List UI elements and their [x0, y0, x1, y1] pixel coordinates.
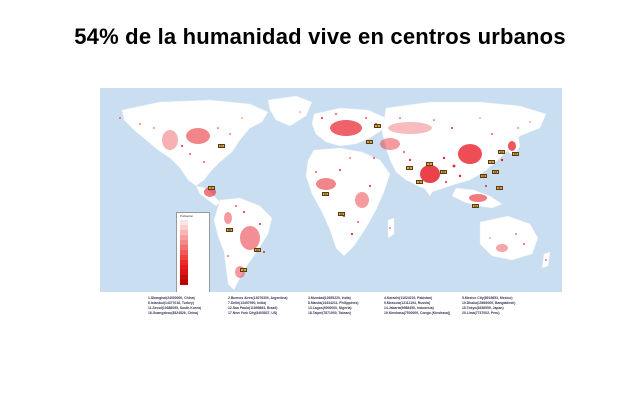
legend-swatch-5 — [180, 240, 188, 245]
city-entry: 17.New York City(8405837, US) — [228, 311, 278, 315]
density-australia-coast — [496, 244, 508, 252]
city-tag-lagos: 13 — [322, 192, 329, 196]
city-entry: 11.Seoul(10388055, South Korea) — [148, 306, 202, 310]
city-tag-delhi: 7 — [426, 162, 433, 166]
density-middle-east — [380, 138, 400, 150]
density-india — [420, 165, 440, 183]
city-tag-lima: 20 — [226, 228, 233, 232]
city-entry: 20.Lima(7737002, Peru) — [462, 311, 500, 315]
city-entry: 4.Karachi(11624219, Pakistan) — [384, 296, 433, 300]
city-tag-mexico-city: 5 — [208, 186, 215, 190]
legend-swatch-8 — [180, 255, 188, 260]
legend-swatch-6 — [180, 245, 188, 250]
legend-swatch-12 — [180, 275, 188, 280]
city-tag-sao-paulo: 12 — [254, 248, 261, 252]
city-entry: 19.Kinshasa(7500000, Congo (Kinshasa)) — [384, 311, 451, 315]
city-entry: 3.Mumbai(12655220, India) — [308, 296, 351, 300]
city-tag-dhaka: 10 — [440, 170, 447, 174]
city-entry: 16.Guangzhou(8524826, China) — [148, 311, 199, 315]
world-map-graphic — [100, 88, 562, 316]
density-europe — [330, 120, 362, 136]
legend-swatch-2 — [180, 225, 188, 230]
city-tag-shanghai: 1 — [488, 160, 495, 164]
density-east-africa — [355, 192, 369, 208]
city-tag-mumbai: 3 — [416, 180, 423, 184]
city-tag-manila: 8 — [496, 186, 503, 190]
city-tag-guangzhou: 16 — [480, 174, 487, 178]
city-tag-tokyo: 15 — [512, 152, 519, 156]
city-entry: 9.Moscow(12111194, Russia) — [384, 301, 430, 305]
legend-swatch-11 — [180, 270, 188, 275]
legend-swatch-3 — [180, 230, 188, 235]
density-western-us — [162, 130, 178, 150]
population-density — [119, 111, 547, 278]
city-tag-taipei: 18 — [492, 170, 499, 174]
city-entry: 13.Lagos(9000000, Nigeria) — [308, 306, 352, 310]
city-entry: 5.Mexico City(8918653, Mexico) — [462, 296, 513, 300]
density-brazil — [240, 226, 260, 250]
legend-swatch-4 — [180, 235, 188, 240]
greenland — [267, 95, 313, 127]
australia — [479, 215, 539, 261]
density-russia — [388, 122, 432, 134]
city-tag-istanbul: 6 — [366, 140, 373, 144]
city-entry: 6.Istanbul(14377018, Turkey) — [148, 301, 194, 305]
city-entry: 7.Delhi(13457990, India) — [228, 301, 267, 305]
legend-swatch-7 — [180, 250, 188, 255]
legend-swatch-13 — [180, 280, 188, 285]
city-tag-moscow: 9 — [374, 124, 381, 128]
madagascar — [387, 217, 395, 239]
city-entry: 15.Tokyo(8336599, Japan) — [462, 306, 504, 310]
city-entry: 10.Dhaka(15669000, Bangladesh) — [462, 301, 516, 305]
city-entry: 18.Taipei(7871900, Taiwan) — [308, 311, 351, 315]
legend-swatch-9 — [180, 260, 188, 265]
city-entry: 14.Jakarta(9988495, Indonesia) — [384, 306, 434, 310]
city-tag-kinshasa: 19 — [338, 212, 345, 216]
city-tag-seoul: 11 — [498, 150, 505, 154]
legend-swatch-10 — [180, 265, 188, 270]
density-japan — [508, 141, 516, 151]
density-east-china — [458, 144, 482, 164]
density-andes — [224, 212, 232, 224]
density-indonesia — [469, 194, 487, 202]
city-entry: 1.Shanghai(24000000, China) — [148, 296, 195, 300]
city-tag-new-york: 17 — [218, 144, 225, 148]
city-entry: 8.Manila(14434211, Philippines) — [308, 301, 359, 305]
density-eastern-us — [186, 128, 210, 144]
city-tag-karachi: 4 — [406, 166, 413, 170]
density-west-africa — [316, 178, 336, 190]
legend-swatch-1 — [180, 220, 188, 225]
city-tag-jakarta: 14 — [472, 204, 479, 208]
legend-title: Población — [180, 214, 194, 218]
city-tag-buenos-aires: 2 — [240, 268, 247, 272]
city-entry: 12.Sao Paulo(11895893, Brazil) — [228, 306, 278, 310]
city-entry: 2.Buenos Aires(13076300, Argentina) — [228, 296, 288, 300]
city-list: 1.Shanghai(24000000, China) 6.Istanbul(1… — [100, 292, 562, 316]
map-legend: Población — [176, 212, 210, 294]
world-population-map: 1 2 3 4 5 6 7 8 9 10 11 12 13 14 15 16 1… — [100, 88, 562, 316]
slide-title: 54% de la humanidad vive en centros urba… — [74, 24, 566, 49]
